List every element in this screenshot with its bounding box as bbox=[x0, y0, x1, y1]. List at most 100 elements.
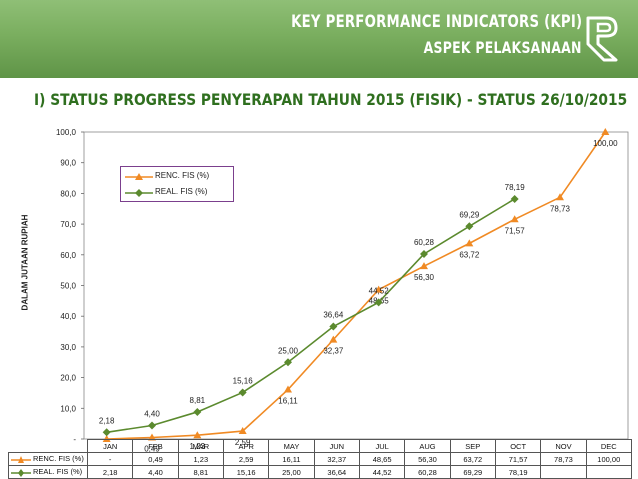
page-subtitle: I) STATUS PROGRESS PENYERAPAN TAHUN 2015… bbox=[34, 90, 628, 109]
table-cell: 71,57 bbox=[494, 452, 542, 466]
table-cell: 69,29 bbox=[449, 465, 496, 479]
data-point-real bbox=[284, 358, 292, 367]
data-point-real bbox=[374, 298, 383, 307]
table-cell: 1,23 bbox=[177, 452, 224, 466]
table-cell: AUG bbox=[404, 439, 451, 453]
table-cell: 4,40 bbox=[132, 465, 179, 479]
data-label: 15,16 bbox=[233, 376, 254, 385]
data-point-renc bbox=[374, 285, 383, 293]
table-cell: 8,81 bbox=[177, 465, 224, 479]
data-point-renc bbox=[238, 427, 247, 435]
table-cell bbox=[8, 439, 88, 453]
header-banner: KEY PERFORMANCE INDICATORS (KPI) ASPEK P… bbox=[0, 0, 638, 78]
table-cell: MAY bbox=[268, 439, 315, 453]
data-label: 78,19 bbox=[505, 183, 526, 192]
table-cell: 44,52 bbox=[358, 465, 406, 479]
table-cell: JAN bbox=[86, 439, 134, 453]
table-row-label: REAL. FIS (%) bbox=[33, 467, 83, 477]
data-point-renc bbox=[601, 128, 610, 135]
table-cell: JUN bbox=[313, 439, 360, 453]
table-cell: DEC bbox=[585, 439, 632, 453]
table-cell: 32,37 bbox=[313, 452, 360, 466]
y-tick-label: 60,0 bbox=[60, 251, 76, 260]
data-label: 2,18 bbox=[99, 416, 115, 425]
y-tick-label: 20,0 bbox=[60, 374, 76, 383]
data-point-real bbox=[329, 322, 338, 331]
data-label: 60,28 bbox=[414, 238, 435, 247]
data-point-renc bbox=[510, 215, 519, 223]
y-tick-label: 50,0 bbox=[60, 282, 76, 291]
table-cell: 0,49 bbox=[132, 452, 179, 466]
table-cell: 100,00 bbox=[585, 452, 632, 466]
table-cell: - bbox=[86, 452, 134, 466]
data-point-renc bbox=[284, 385, 292, 393]
table-row: RENC. FIS (%) -0,49 1,23 2,59 16,11 32,37 48,6… bbox=[8, 452, 632, 466]
legend-label-renc: RENC. FIS (%) bbox=[155, 171, 210, 180]
y-tick-label: 10,0 bbox=[60, 404, 76, 413]
y-tick-label: 70,0 bbox=[60, 220, 76, 229]
data-point-renc bbox=[193, 431, 202, 439]
table-cell: RENC. FIS (%) bbox=[8, 452, 88, 466]
table-cell: NOV bbox=[540, 439, 587, 453]
data-table: JAN FEB MAR APR MAY JUN JUL AUG SEP OCT NOV DEC RENC… bbox=[8, 439, 632, 479]
data-point-renc bbox=[556, 193, 564, 201]
table-cell: FEB bbox=[132, 439, 179, 453]
legend-label-real: REAL. FIS (%) bbox=[155, 187, 208, 196]
data-label: 32,37 bbox=[323, 347, 344, 356]
table-cell: 56,30 bbox=[404, 452, 451, 466]
data-label: 8,81 bbox=[190, 396, 206, 405]
y-tick-label: 40,0 bbox=[60, 312, 76, 321]
table-cell: APR bbox=[222, 439, 270, 453]
table-triangle-icon bbox=[11, 455, 31, 463]
company-logo-icon bbox=[586, 16, 618, 62]
table-row-label: RENC. FIS (%) bbox=[33, 454, 84, 464]
data-label: 71,57 bbox=[505, 226, 526, 235]
y-tick-label: 30,0 bbox=[60, 343, 76, 352]
y-tick-label: 100,0 bbox=[56, 128, 77, 137]
table-cell: 2,18 bbox=[86, 465, 134, 479]
legend-item-renc: RENC. FIS (%) bbox=[121, 170, 233, 184]
data-label: 56,30 bbox=[414, 273, 435, 282]
header-title: KEY PERFORMANCE INDICATORS (KPI) bbox=[290, 12, 582, 32]
data-point-real bbox=[148, 421, 156, 430]
y-tick-label: 90,0 bbox=[60, 159, 76, 168]
data-point-real bbox=[238, 388, 247, 397]
data-point-renc bbox=[148, 433, 156, 441]
table-cell bbox=[585, 465, 632, 479]
chart-legend: RENC. FIS (%) REAL. FIS (%) bbox=[120, 166, 234, 202]
y-tick-label: 80,0 bbox=[60, 189, 76, 198]
data-label: 44,52 bbox=[369, 286, 390, 295]
legend-triangle-icon bbox=[125, 173, 153, 180]
table-cell: 78,19 bbox=[494, 465, 542, 479]
data-point-real bbox=[193, 407, 202, 416]
header-subtitle: ASPEK PELAKSANAAN bbox=[423, 38, 582, 57]
data-label: 100,00 bbox=[593, 139, 618, 148]
data-label: 4,40 bbox=[144, 409, 160, 418]
table-cell: 15,16 bbox=[222, 465, 270, 479]
legend-item-real: REAL. FIS (%) bbox=[121, 186, 233, 200]
series-line-1 bbox=[106, 198, 516, 434]
table-cell: 63,72 bbox=[449, 452, 496, 466]
table-cell: 78,73 bbox=[540, 452, 587, 466]
table-cell: 48,65 bbox=[358, 452, 406, 466]
table-cell: REAL. FIS (%) bbox=[8, 465, 88, 479]
table-cell: 16,11 bbox=[268, 452, 315, 466]
data-label: 16,11 bbox=[278, 397, 298, 406]
data-point-renc bbox=[420, 262, 428, 270]
table-cell: 25,00 bbox=[268, 465, 315, 479]
data-point-renc bbox=[465, 239, 474, 247]
table-diamond-icon bbox=[11, 468, 31, 477]
data-point-real bbox=[102, 428, 111, 437]
data-point-real bbox=[420, 249, 428, 258]
table-cell bbox=[540, 465, 587, 479]
data-point-real bbox=[510, 194, 519, 203]
table-cell: MAR bbox=[177, 439, 224, 453]
table-cell: 60,28 bbox=[404, 465, 451, 479]
data-point-real bbox=[465, 222, 474, 231]
table-row: REAL. FIS (%) 2,18 4,40 8,81 15,16 25,00 36,64… bbox=[8, 465, 632, 479]
table-cell: SEP bbox=[449, 439, 496, 453]
data-label: 25,00 bbox=[278, 346, 299, 355]
data-label: 63,72 bbox=[459, 250, 480, 259]
table-cell: JUL bbox=[358, 439, 406, 453]
